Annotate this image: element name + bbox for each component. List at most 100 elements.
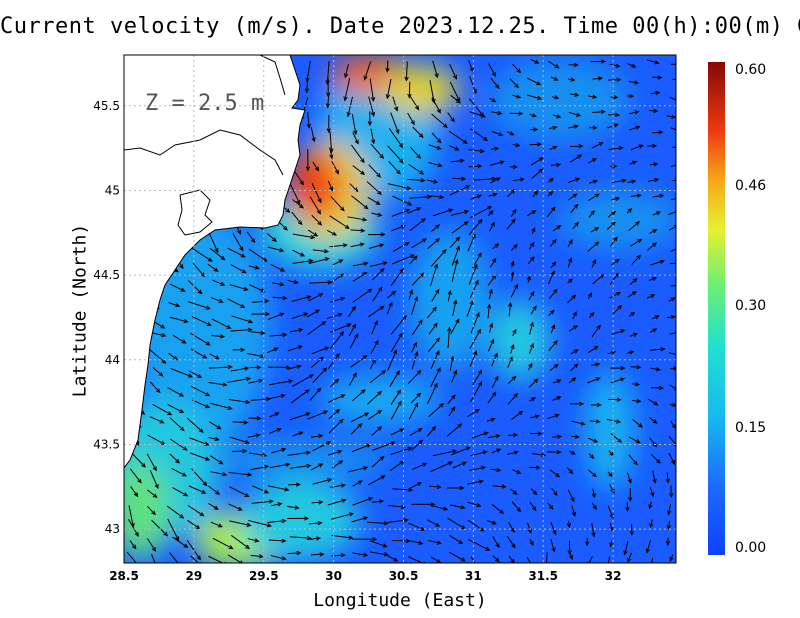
velocity-arrow — [170, 368, 193, 378]
velocity-arrowhead — [550, 270, 555, 276]
velocity-arrowhead — [305, 450, 312, 455]
velocity-arrowhead — [515, 94, 522, 99]
velocity-arrowhead — [306, 123, 312, 129]
velocity-arrowhead — [317, 520, 323, 526]
velocity-arrow — [450, 446, 471, 456]
velocity-arrowhead — [420, 178, 426, 183]
velocity-arrowhead — [363, 204, 369, 210]
velocity-arrow — [448, 406, 456, 417]
velocity-arrow — [146, 453, 157, 471]
y-tick-label: 44 — [105, 353, 120, 367]
velocity-arrowhead — [496, 448, 502, 453]
velocity-arrowhead — [362, 217, 368, 222]
velocity-arrow — [371, 456, 385, 468]
velocity-arrowhead — [611, 350, 617, 355]
velocity-arrowhead — [508, 301, 513, 307]
velocity-arrow — [309, 196, 321, 214]
velocity-arrow — [227, 377, 251, 383]
velocity-arrowhead — [573, 203, 579, 209]
velocity-arrowhead — [511, 375, 517, 381]
velocity-arrow — [291, 296, 311, 302]
velocity-arrow — [530, 415, 539, 419]
velocity-arrowhead — [213, 505, 219, 510]
velocity-arrow — [492, 536, 500, 548]
velocity-arrowhead — [491, 176, 497, 182]
velocity-arrowhead — [473, 350, 478, 356]
velocity-arrow — [308, 257, 329, 265]
velocity-arrowhead — [548, 191, 554, 196]
velocity-arrow — [248, 379, 263, 384]
velocity-arrow — [649, 417, 657, 424]
velocity-arrowhead — [325, 103, 331, 109]
velocity-arrow — [451, 370, 457, 383]
velocity-arrowhead — [652, 143, 658, 149]
velocity-arrow — [489, 222, 495, 232]
velocity-arrow — [467, 234, 476, 252]
velocity-arrow — [227, 247, 245, 258]
velocity-arrow — [670, 420, 676, 429]
velocity-arrowhead — [360, 170, 366, 176]
velocity-arrowhead — [673, 366, 676, 371]
velocity-arrow — [210, 521, 223, 528]
velocity-arrowhead — [591, 493, 596, 499]
velocity-arrow — [230, 329, 252, 332]
velocity-arrowhead — [495, 557, 500, 563]
velocity-arrow — [350, 423, 363, 435]
velocity-arrowhead — [314, 309, 320, 314]
velocity-arrow — [428, 323, 438, 335]
velocity-arrow — [528, 363, 533, 371]
velocity-arrowhead — [327, 478, 333, 483]
velocity-arrowhead — [339, 206, 345, 212]
velocity-arrow — [128, 518, 139, 537]
velocity-arrow — [529, 143, 541, 146]
velocity-arrow — [306, 81, 308, 93]
velocity-arrowhead — [553, 491, 558, 497]
velocity-arrowhead — [508, 356, 513, 362]
velocity-arrow — [369, 540, 387, 548]
velocity-arrowhead — [648, 504, 653, 510]
velocity-arrow — [349, 183, 358, 192]
velocity-arrow — [492, 485, 506, 488]
velocity-arrowhead — [329, 186, 334, 192]
velocity-arrowhead — [556, 162, 562, 167]
velocity-arrowhead — [570, 77, 576, 82]
velocity-arrowhead — [653, 108, 659, 114]
velocity-arrowhead — [592, 94, 598, 99]
velocity-arrow — [405, 61, 408, 81]
velocity-arrow — [332, 259, 343, 266]
velocity-arrow — [331, 160, 339, 174]
velocity-arrow — [528, 378, 539, 388]
velocity-arrowhead — [247, 472, 253, 477]
velocity-arrowhead — [403, 518, 409, 523]
y-axis-label: Latitude (North) — [69, 223, 91, 398]
velocity-arrow — [630, 238, 642, 247]
velocity-arrow — [129, 540, 137, 549]
velocity-arrowhead — [499, 160, 505, 165]
velocity-arrow — [426, 179, 438, 183]
velocity-arrowhead — [653, 162, 659, 167]
plot-frame — [123, 54, 677, 564]
velocity-arrowhead — [635, 439, 641, 444]
velocity-arrow — [392, 96, 398, 111]
velocity-arrowhead — [475, 311, 480, 318]
velocity-arrow — [567, 467, 573, 474]
velocity-arrow — [408, 482, 422, 490]
velocity-arrow — [506, 189, 515, 198]
velocity-arrowhead — [179, 264, 184, 270]
velocity-arrow — [511, 272, 514, 282]
coastline-detail — [124, 129, 284, 176]
velocity-arrowhead — [474, 279, 479, 285]
velocity-arrowhead — [319, 552, 325, 557]
velocity-arrowhead — [357, 480, 363, 485]
velocity-arrow — [450, 210, 469, 216]
velocity-arrow — [451, 221, 469, 234]
velocity-arrowhead — [654, 315, 660, 320]
velocity-arrow — [330, 196, 345, 211]
velocity-arrow — [307, 111, 310, 128]
velocity-arrowhead — [591, 532, 596, 538]
velocity-arrowhead — [433, 322, 438, 328]
velocity-arrow — [190, 555, 199, 563]
velocity-arrowhead — [534, 414, 540, 419]
velocity-arrow — [310, 463, 323, 471]
velocity-arrowhead — [419, 272, 425, 278]
